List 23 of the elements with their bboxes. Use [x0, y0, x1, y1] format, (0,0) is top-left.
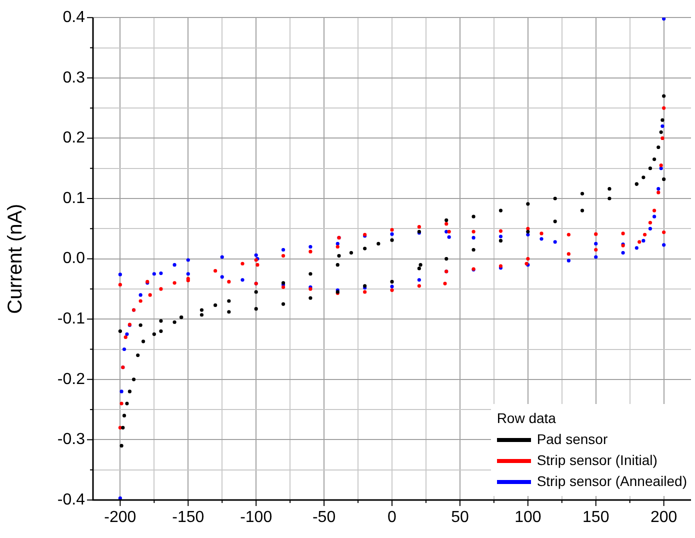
legend-label: Strip sensor (Anneailed) — [536, 472, 687, 491]
y-tick-label: 0.0 — [62, 250, 86, 268]
x-tick-label: 50 — [451, 509, 469, 526]
y-tick-label: -0.3 — [57, 431, 86, 448]
y-tick-label: 0.2 — [62, 130, 86, 147]
y-tick-label: 0.4 — [62, 9, 86, 26]
y-tick-label: -0.4 — [57, 491, 86, 508]
x-tick-label: 100 — [514, 509, 542, 526]
x-tick-label: -200 — [104, 509, 136, 526]
legend-label: Strip sensor (Initial) — [536, 451, 658, 470]
x-tick-label: -150 — [172, 509, 204, 526]
x-tick-label: 0 — [388, 509, 397, 526]
legend-title: Row data — [496, 409, 557, 428]
x-tick-label: 200 — [650, 509, 678, 526]
x-tick-label: -100 — [240, 509, 272, 526]
x-tick-label: 150 — [582, 509, 610, 526]
y-axis-title: Current (nA) — [4, 204, 27, 314]
y-tick-label: -0.1 — [57, 310, 86, 328]
y-tick-label: 0.3 — [62, 69, 86, 86]
y-tick-label: 0.1 — [62, 190, 86, 207]
legend-label: Pad sensor — [536, 430, 608, 449]
x-tick-label: -50 — [312, 509, 336, 526]
y-tick-label: -0.2 — [57, 370, 86, 388]
